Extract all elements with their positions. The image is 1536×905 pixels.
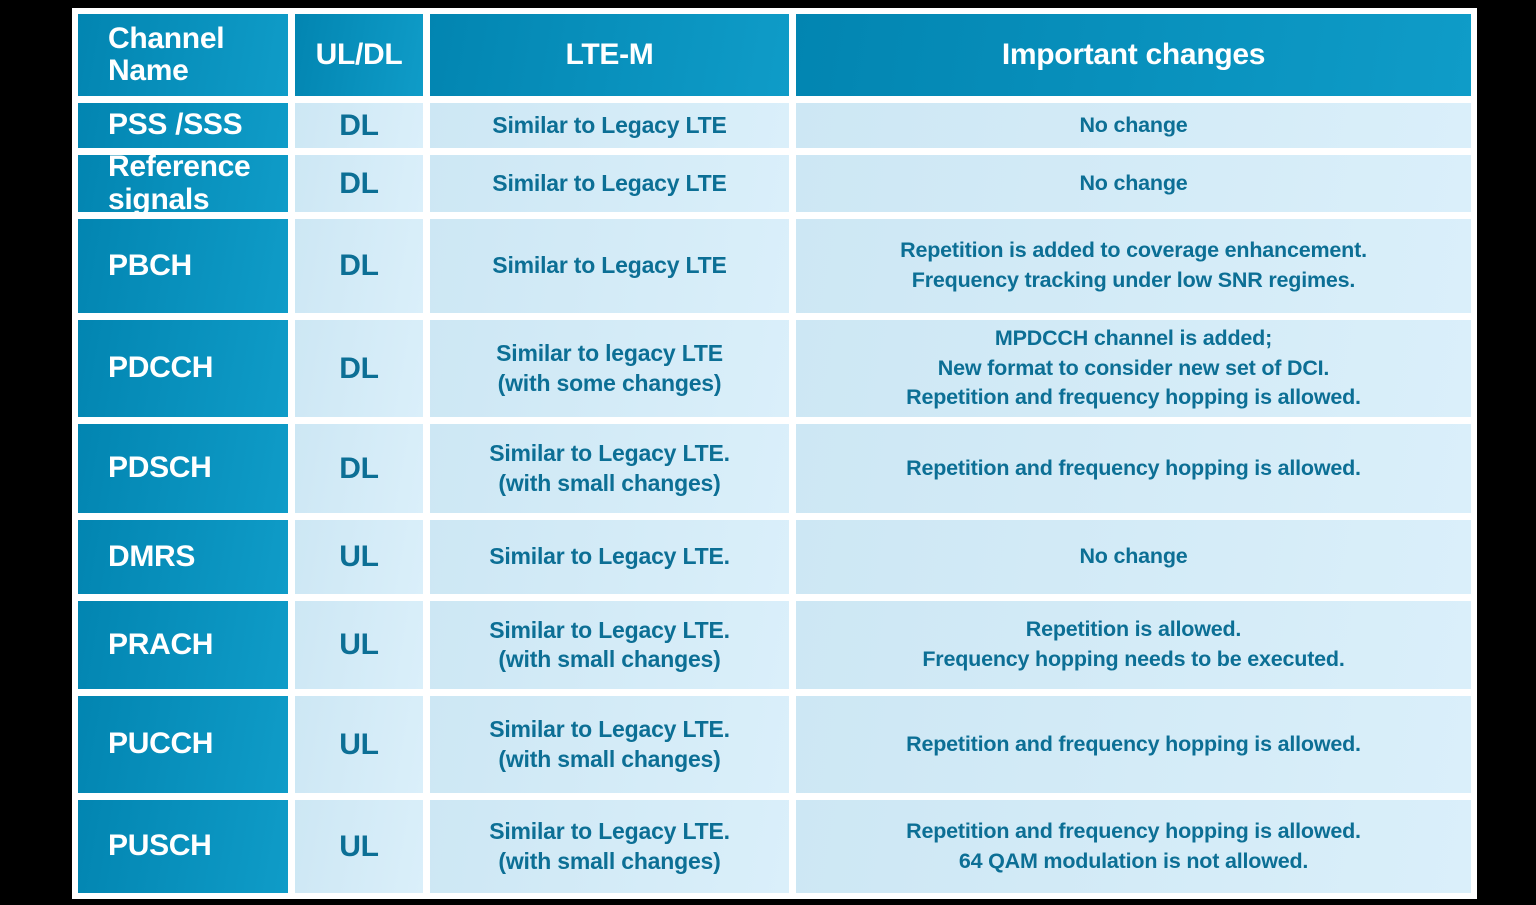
lte-m-cell: Similar to Legacy LTE [430,219,789,313]
channel-name-cell: DMRS [78,520,288,594]
header-label: Important changes [1001,37,1266,71]
important-changes-line: No change [1079,544,1188,569]
lte-m-cell: Similar to Legacy LTE [430,103,789,148]
important-changes-line: No change [1079,170,1188,195]
important-changes-line: Frequency hopping needs to be executed. [922,647,1345,671]
important-changes-cell: No change [796,103,1471,148]
lte-m-line: (with small changes) [498,847,721,874]
channel-name-label: PBCH [108,248,192,282]
lte-m-line: (with small changes) [498,745,721,772]
important-changes-cell: MPDCCH channel is added; New format to co… [796,320,1471,417]
header-label: UL/DL [315,37,403,71]
channel-name-cell: PDCCH [78,320,288,417]
channel-name-label: PSS /SSS [108,108,243,142]
important-changes-cell: Repetition and frequency hopping is allo… [796,800,1471,893]
important-changes-cell: Repetition and frequency hopping is allo… [796,696,1471,793]
lte-m-line: (with some changes) [497,369,722,396]
ul-dl-cell: DL [295,155,423,212]
lte-m-channels-table: Channel Name UL/DL LTE-M Important chang… [72,8,1477,899]
lte-m-cell: Similar to legacy LTE (with some changes) [430,320,789,417]
lte-m-cell: Similar to Legacy LTE. (with small change… [430,601,789,689]
ul-dl-cell: DL [295,103,423,148]
ul-dl-value: DL [339,249,379,282]
important-changes-line: New format to consider new set of DCI. [937,355,1330,380]
ul-dl-cell: UL [295,800,423,893]
lte-m-line: Similar to Legacy LTE. [489,616,730,643]
ul-dl-value: UL [339,628,379,661]
ul-dl-cell: DL [295,219,423,313]
channel-name-label: PDSCH [108,451,212,485]
channel-name-cell: Reference signals [78,155,288,212]
lte-m-line: Similar to Legacy LTE. [489,818,730,845]
header-ul-dl: UL/DL [295,14,423,96]
important-changes-line: 64 QAM modulation is not allowed. [958,848,1309,873]
header-important-changes: Important changes [796,14,1471,96]
ul-dl-value: DL [339,351,379,385]
channel-name-cell: PRACH [78,601,288,689]
channel-name-cell: PUCCH [78,696,288,793]
important-changes-line: No change [1079,112,1188,137]
channel-name-cell: PUSCH [78,800,288,893]
important-changes-line: Repetition and frequency hopping is allo… [906,385,1361,410]
lte-m-cell: Similar to Legacy LTE. (with small change… [430,800,789,893]
ul-dl-cell: UL [295,696,423,793]
channel-name-label: PRACH [108,627,214,661]
header-channel-name: Channel Name [78,14,288,96]
important-changes-line: Repetition and frequency hopping is allo… [906,818,1361,843]
important-changes-line: Repetition is allowed. [1025,617,1242,642]
ul-dl-cell: DL [295,424,423,513]
header-label: Channel Name [108,21,225,87]
important-changes-line: MPDCCH channel is added; [994,326,1273,351]
lte-m-line: Similar to Legacy LTE [492,252,727,279]
channel-name-label: PUCCH [108,727,214,761]
lte-m-cell: Similar to Legacy LTE. (with small change… [430,696,789,793]
ul-dl-value: DL [339,166,379,200]
ul-dl-value: DL [339,108,379,142]
ul-dl-value: UL [339,727,379,761]
important-changes-cell: Repetition and frequency hopping is allo… [796,424,1471,513]
important-changes-cell: No change [796,520,1471,594]
lte-m-line: (with small changes) [498,469,721,496]
important-changes-line: Repetition and frequency hopping is allo… [906,455,1361,480]
ul-dl-value: UL [339,540,379,573]
important-changes-line: Repetition is added to coverage enhancem… [900,238,1367,263]
lte-m-line: (with small changes) [498,646,721,672]
lte-m-line: Similar to Legacy LTE. [489,716,730,743]
ul-dl-cell: UL [295,520,423,594]
ul-dl-value: DL [339,451,379,485]
lte-m-line: Similar to Legacy LTE. [489,543,730,570]
lte-m-cell: Similar to Legacy LTE [430,155,789,212]
channel-name-cell: PDSCH [78,424,288,513]
header-label: LTE-M [565,37,654,71]
ul-dl-cell: UL [295,601,423,689]
lte-m-line: Similar to Legacy LTE. [489,440,730,467]
channel-name-label: Reference signals [108,155,251,212]
channel-name-label: PUSCH [108,829,212,863]
lte-m-line: Similar to Legacy LTE [492,169,727,196]
important-changes-line: Repetition and frequency hopping is allo… [906,731,1361,756]
important-changes-line: Frequency tracking under low SNR regimes… [911,268,1356,292]
lte-m-line: Similar to Legacy LTE [492,111,727,138]
lte-m-line: Similar to legacy LTE [496,340,723,367]
channel-name-label: PDCCH [108,351,214,385]
channel-name-cell: PBCH [78,219,288,313]
lte-m-cell: Similar to Legacy LTE. (with small change… [430,424,789,513]
channel-name-cell: PSS /SSS [78,103,288,148]
important-changes-cell: No change [796,155,1471,212]
ul-dl-cell: DL [295,320,423,417]
important-changes-cell: Repetition is added to coverage enhancem… [796,219,1471,313]
header-lte-m: LTE-M [430,14,789,96]
ul-dl-value: UL [339,829,379,863]
lte-m-cell: Similar to Legacy LTE. [430,520,789,594]
channel-name-label: DMRS [108,539,196,573]
important-changes-cell: Repetition is allowed. Frequency hopping … [796,601,1471,689]
